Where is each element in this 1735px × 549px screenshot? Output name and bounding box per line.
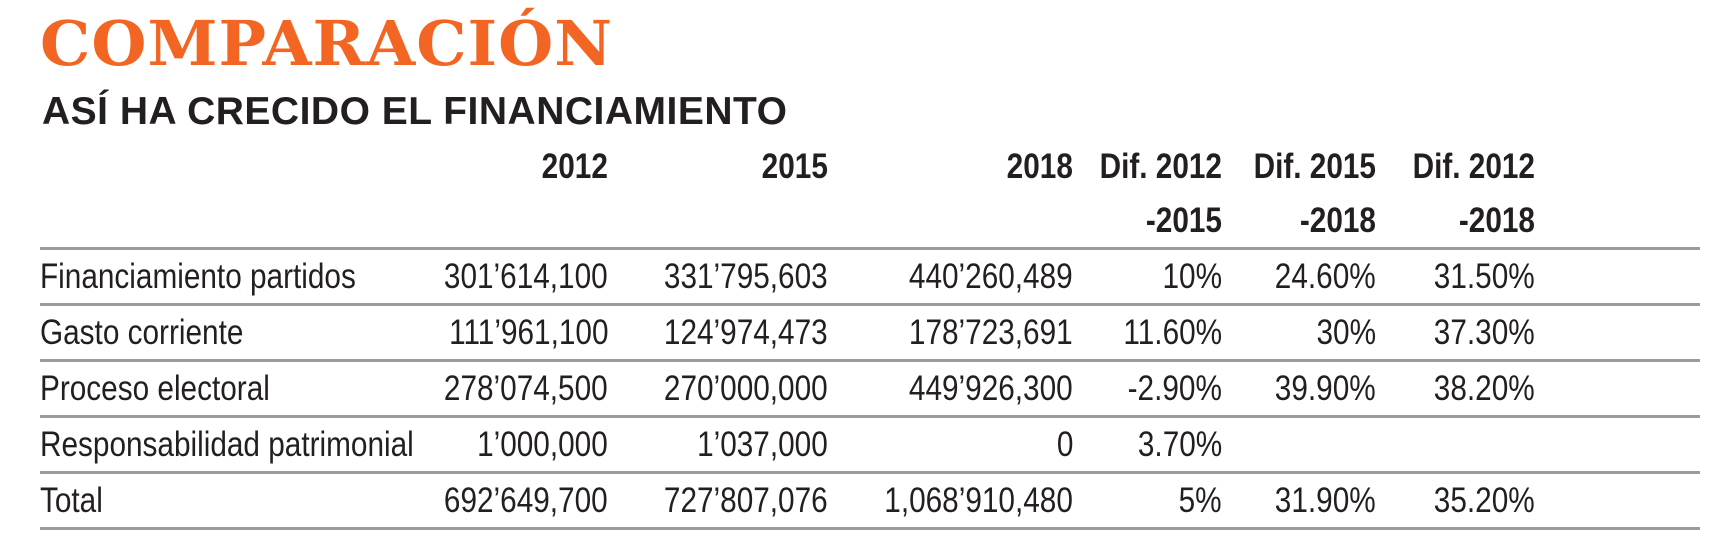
cell-2018: 440’260,489 [909, 257, 1073, 296]
table-row: Financiamiento partidos 301’614,100 331’… [40, 250, 1700, 306]
header-dif-2012-2018: Dif. 2012 -2018 [1412, 147, 1535, 240]
cell-2012: 111’961,100 [448, 313, 608, 352]
cell-2015: 331’795,603 [664, 257, 828, 296]
row-label: Total [40, 481, 103, 520]
row-label: Financiamiento partidos [40, 257, 356, 296]
row-label: Proceso electoral [40, 369, 270, 408]
cell-2018: 0 [1056, 425, 1073, 464]
financing-table: 2012 2015 2018 Dif. 2012 -2015 Dif. 2015… [40, 140, 1700, 530]
cell-2018: 178’723,691 [909, 313, 1073, 352]
cell-dif-2015-2018: 30% [1316, 313, 1376, 352]
cell-2018: 1,068’910,480 [884, 481, 1073, 520]
cell-dif-2015-2018: 31.90% [1275, 481, 1376, 520]
cell-dif-2012-2015: 10% [1162, 257, 1222, 296]
cell-dif-2012-2018: 38.20% [1434, 369, 1535, 408]
header-2015: 2015 [761, 147, 828, 186]
cell-dif-2015-2018: 39.90% [1275, 369, 1376, 408]
header-dif-2015-2018: Dif. 2015 -2018 [1253, 147, 1376, 240]
cell-2015: 727’807,076 [664, 481, 828, 520]
header-2012: 2012 [541, 147, 608, 186]
cell-2015: 124’974,473 [664, 313, 828, 352]
cell-dif-2015-2018: 24.60% [1275, 257, 1376, 296]
table-row: Proceso electoral 278’074,500 270’000,00… [40, 362, 1700, 418]
header-2018: 2018 [1006, 147, 1073, 186]
cell-2012: 692’649,700 [444, 481, 608, 520]
cell-dif-2012-2018: 37.30% [1434, 313, 1535, 352]
page-title: COMPARACIÓN [40, 7, 614, 80]
page-subtitle: ASÍ HA CRECIDO EL FINANCIAMIENTO [42, 90, 788, 133]
table-row: Gasto corriente 111’961,100 124’974,473 … [40, 306, 1700, 362]
table-header-row: 2012 2015 2018 Dif. 2012 -2015 Dif. 2015… [40, 140, 1700, 250]
cell-dif-2012-2015: 3.70% [1137, 425, 1222, 464]
cell-2012: 301’614,100 [444, 257, 608, 296]
cell-2018: 449’926,300 [909, 369, 1073, 408]
table-row-total: Total 692’649,700 727’807,076 1,068’910,… [40, 474, 1700, 530]
cell-2012: 1’000,000 [477, 425, 608, 464]
cell-dif-2012-2015: -2.90% [1127, 369, 1222, 408]
row-label: Gasto corriente [40, 313, 244, 352]
table-row: Responsabilidad patrimonial 1’000,000 1’… [40, 418, 1700, 474]
cell-dif-2012-2015: 5% [1178, 481, 1222, 520]
row-label: Responsabilidad patrimonial [40, 425, 414, 464]
header-dif-2012-2015: Dif. 2012 -2015 [1099, 147, 1222, 240]
cell-dif-2012-2015: 11.60% [1123, 313, 1222, 352]
cell-2015: 1’037,000 [697, 425, 828, 464]
cell-dif-2012-2018: 35.20% [1434, 481, 1535, 520]
cell-2012: 278’074,500 [444, 369, 608, 408]
cell-2015: 270’000,000 [664, 369, 828, 408]
cell-dif-2012-2018: 31.50% [1434, 257, 1535, 296]
